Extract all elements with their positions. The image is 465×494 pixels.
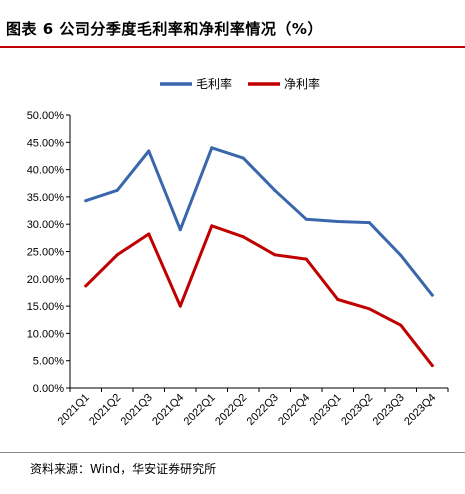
x-tick-label: 2023Q2 — [339, 392, 375, 428]
series-1-point — [210, 146, 214, 150]
x-tick-label: 2021Q3 — [119, 392, 155, 428]
y-tick-label: 40.00% — [27, 165, 65, 177]
series-2-point — [304, 257, 308, 261]
y-tick-label: 15.00% — [27, 301, 65, 313]
x-tick-label: 2022Q2 — [213, 392, 249, 428]
source-note: 资料来源：Wind，华安证券研究所 — [30, 462, 217, 476]
legend-label-1: 毛利率 — [196, 76, 232, 91]
series-2-point — [241, 235, 245, 239]
x-tick-label: 2022Q3 — [245, 392, 281, 428]
y-tick-label: 0.00% — [33, 383, 64, 395]
series-2-point — [147, 232, 151, 236]
series-2-point — [84, 284, 88, 288]
series-1-point — [336, 219, 340, 223]
x-tick-label: 2022Q4 — [276, 392, 312, 428]
x-tick-label: 2022Q1 — [182, 392, 218, 428]
y-tick-label: 10.00% — [27, 328, 65, 340]
series-1-point — [178, 228, 182, 232]
source-divider — [0, 452, 465, 453]
series-1-point — [399, 253, 403, 257]
series-line-1 — [84, 146, 434, 297]
x-tick-label: 2023Q4 — [402, 392, 438, 428]
series-line-2 — [84, 224, 434, 368]
y-tick-label: 25.00% — [27, 247, 65, 259]
x-tick-label: 2021Q1 — [56, 392, 92, 428]
x-tick-label: 2023Q1 — [308, 392, 344, 428]
series-2-point — [178, 304, 182, 308]
series-1-point — [241, 156, 245, 160]
y-tick-label: 20.00% — [27, 274, 65, 286]
y-tick-label: 30.00% — [27, 219, 65, 231]
y-tick-label: 5.00% — [33, 356, 64, 368]
legend-label-2: 净利率 — [284, 76, 320, 91]
x-tick-label: 2021Q4 — [150, 392, 186, 428]
line-chart: 毛利率 净利率 0.00% 5.00% 10.00% 15.00% 20.00% 25.00%… — [27, 76, 449, 428]
series-2-point — [210, 224, 214, 228]
series-2-point — [399, 323, 403, 327]
series-2-point — [430, 364, 434, 368]
series-1-point — [84, 199, 88, 203]
series-2-point — [273, 253, 277, 257]
y-tick-label: 50.00% — [27, 110, 65, 122]
series-2-point — [367, 307, 371, 311]
series-1-point — [147, 149, 151, 153]
series-1-point — [115, 188, 119, 192]
series-1-point — [304, 217, 308, 221]
x-tick-label: 2021Q2 — [87, 392, 123, 428]
series-1-point — [430, 293, 434, 297]
x-tick-label: 2023Q3 — [371, 392, 407, 428]
y-tick-label: 45.00% — [27, 137, 65, 149]
series-1-point — [273, 188, 277, 192]
series-1-point — [367, 221, 371, 225]
title-divider — [0, 46, 465, 48]
series-2-point — [336, 298, 340, 302]
series-2-point — [115, 253, 119, 257]
y-tick-label: 35.00% — [27, 192, 65, 204]
chart-title: 图表 6 公司分季度毛利率和净利率情况（%） — [6, 20, 323, 38]
